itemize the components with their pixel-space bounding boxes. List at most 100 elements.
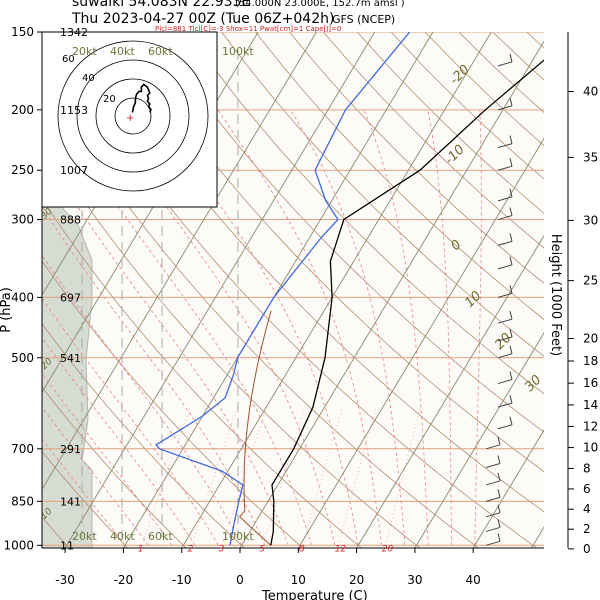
hodo-ring: [95, 78, 171, 154]
hodograph-rings: [57, 40, 209, 192]
height-axis-label: Height (1000 Feet): [548, 234, 563, 356]
y-tick-label: 850: [11, 494, 34, 508]
wind-barb-flag: [509, 97, 513, 106]
wind-barbs: [485, 32, 513, 546]
isotherm--30: [64, 32, 376, 548]
moist-adiabat: [42, 406, 149, 546]
wind-barb: [497, 196, 513, 202]
dry-adiabat: [42, 386, 187, 548]
x-tick-label: 10: [291, 573, 306, 587]
indices-line: Plcl=881 Tlcl[C]=-3 Shox=11 Pwat[cm]=1 C…: [155, 25, 341, 33]
wind-barb-flag: [509, 158, 513, 167]
dry-adiabat: [255, 32, 544, 320]
height-tick-label: 20: [583, 331, 598, 345]
height-tick-label: 14: [583, 398, 598, 412]
x-tick-label: 40: [466, 573, 481, 587]
x-tick-label: 20: [349, 573, 364, 587]
wind-barb: [485, 512, 501, 518]
y-tick-label: 200: [11, 103, 34, 117]
height-m-label: 697: [60, 291, 81, 304]
wind-barb: [497, 61, 513, 67]
isotherm--20: [123, 32, 434, 548]
mixing-ratio-1: [141, 406, 191, 546]
wind-barb: [497, 379, 513, 385]
dry-adiabat: [42, 197, 362, 548]
wind-barb: [497, 215, 513, 221]
moist-adiabat: [474, 109, 482, 546]
height-m-label: 141: [60, 495, 81, 508]
mixing-ratio-labels: 1 2 3 5 8 12 20: [138, 544, 394, 554]
mixing-ratio-label: 5: [259, 544, 265, 554]
mixing-ratio-lines: [141, 406, 421, 546]
height-tick-label: 0: [583, 542, 591, 556]
height-tick-label: 16: [583, 376, 598, 390]
height-m-labels: 1342 1153 1007 888 697 541 291 141 11: [60, 26, 88, 552]
dry-adiabat: [289, 32, 544, 284]
isotherm-30: [414, 331, 544, 548]
wind-barb: [485, 444, 501, 450]
x-tick-label: -10: [172, 573, 192, 587]
y-tick-label: 500: [11, 351, 34, 365]
wind-barb-flag: [509, 416, 513, 425]
wind-barb-flag: [509, 256, 513, 265]
mixing-ratio-label: 12: [335, 544, 347, 554]
parcel-path: [239, 310, 272, 546]
windlabel-top-60: 60kt: [148, 45, 173, 58]
moist-adiabat: [42, 438, 126, 546]
moist-adiabat: [42, 205, 266, 546]
station-coords: (54.000N 23.000E, 152.7m amsl ): [235, 0, 405, 9]
height-tick-label: 18: [583, 354, 598, 368]
height-tick-label: 2: [583, 522, 591, 536]
wind-barb: [485, 480, 501, 486]
height-tick-label: 6: [583, 482, 591, 496]
y-tick-label: 700: [11, 442, 34, 456]
wind-barb-flag: [509, 233, 513, 242]
hodograph-inset: 60 40 20 +: [41, 31, 218, 208]
x-tick-label: -20: [114, 573, 134, 587]
y-tick-label: 150: [11, 25, 34, 39]
moist-adiabat: [100, 109, 336, 546]
x-tick-label: 30: [407, 573, 422, 587]
model-name: GFS (NCEP): [332, 13, 395, 26]
height-tick-label: 40: [583, 85, 598, 99]
y-tick-label: 300: [11, 213, 34, 227]
windlabel-top-40: 40kt: [110, 45, 135, 58]
dry-adiabat: [51, 32, 538, 548]
windlabel-bot-20: 20kt: [72, 530, 97, 543]
wind-barb: [497, 165, 513, 171]
dry-adiabat: [153, 32, 544, 433]
isotherm--10: [181, 32, 492, 548]
y-axis-ticks: 150 200 250 300 400 500 700 850 1000: [3, 25, 42, 552]
wind-barb-flag: [509, 311, 513, 320]
hodo-ring: [57, 40, 209, 192]
wind-barb-flag: [497, 533, 501, 542]
hodo-ring-20: 20: [103, 94, 116, 105]
hodo-ring-60: 60: [62, 54, 75, 65]
wind-barb-flag: [497, 489, 501, 498]
x-tick-label: 0: [236, 573, 244, 587]
hodo-ring: [114, 97, 152, 135]
wind-barb: [485, 526, 501, 532]
dry-adiabat: [561, 32, 600, 548]
moist-adiabat: [363, 109, 429, 546]
hodo-ring-40: 40: [82, 73, 95, 84]
dry-adiabat: [42, 323, 245, 548]
wind-barb-flag: [509, 207, 513, 216]
hodograph-frame: [41, 31, 218, 208]
height-m-label: 888: [60, 214, 81, 227]
storm-motion-marker: +: [126, 113, 134, 124]
station-title: suwalki 54.083N 22.933E: [72, 0, 250, 10]
height-axis-ticks: 0 2 4 6 8 10 12 14 16 18 20 25 30 35 40: [568, 85, 598, 556]
wind-barb: [497, 402, 513, 408]
height-m-label: 11: [60, 539, 74, 552]
dry-adiabat: [85, 32, 544, 513]
windlabel-top-20: 20kt: [72, 45, 97, 58]
height-tick-label: 12: [583, 419, 598, 433]
wind-barb-flag: [509, 371, 513, 380]
wind-barb-flag: [509, 188, 513, 198]
height-tick-label: 30: [583, 213, 598, 227]
dry-adiabat: [42, 74, 479, 548]
hodo-ring: [76, 59, 190, 173]
wind-barb-flag: [497, 519, 501, 528]
